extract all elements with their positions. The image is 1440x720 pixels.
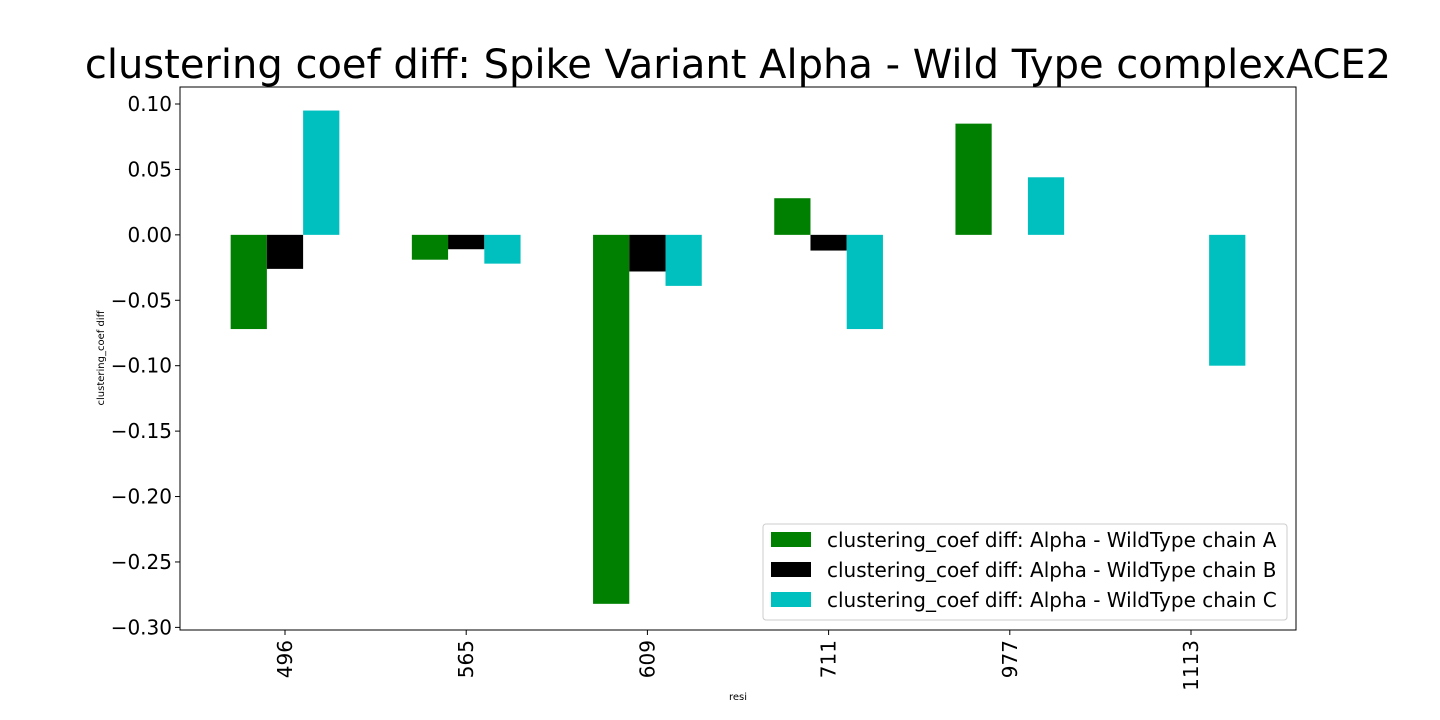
y-tick-label: −0.25 — [111, 550, 172, 574]
legend-entry: clustering_coef diff: Alpha - WildType c… — [827, 558, 1276, 582]
legend: clustering_coef diff: Alpha - WildType c… — [762, 523, 1288, 621]
bar-711-series-1 — [774, 198, 811, 235]
y-axis: 0.10 0.05 0.00 −0.05 −0.10 −0.15 −0.20 −0.25 −0.… — [111, 92, 180, 639]
x-tick-label: 977 — [998, 640, 1022, 678]
bar-977-series-1 — [955, 123, 992, 235]
bar-1113-series-3 — [1209, 234, 1246, 366]
y-tick-label: −0.05 — [111, 288, 172, 312]
y-tick-label: −0.10 — [111, 354, 172, 378]
y-tick-label: −0.15 — [111, 419, 172, 443]
bar-496-series-1 — [230, 234, 267, 330]
y-tick-label: −0.20 — [111, 485, 172, 509]
y-tick-label: 0.00 — [127, 223, 172, 247]
x-tick-label: 496 — [273, 640, 297, 678]
bar-496-series-3 — [303, 110, 340, 235]
x-tick-label: 711 — [817, 640, 841, 678]
legend-swatch — [771, 592, 811, 607]
bar-565-series-3 — [484, 234, 521, 264]
chart-title: clustering coef diff: Spike Variant Alph… — [85, 42, 1391, 88]
y-tick-label: 0.05 — [127, 157, 172, 181]
bar-565-series-1 — [411, 234, 449, 260]
y-tick-label: 0.10 — [127, 92, 172, 116]
bar-711-series-3 — [846, 234, 883, 330]
bar-609-series-1 — [593, 234, 630, 604]
legend-entry: clustering_coef diff: Alpha - WildType c… — [827, 528, 1277, 552]
x-axis-label: resi — [729, 692, 747, 703]
x-tick-label: 1113 — [1179, 640, 1203, 691]
legend-entry: clustering_coef diff: Alpha - WildType c… — [827, 588, 1277, 612]
legend-swatch — [771, 562, 811, 577]
bar-711-series-2 — [810, 234, 847, 251]
bar-496-series-2 — [266, 234, 304, 269]
bar-977-series-3 — [1027, 177, 1065, 235]
bar-609-series-2 — [629, 234, 666, 272]
x-tick-label: 565 — [454, 640, 478, 678]
bar-609-series-3 — [665, 234, 702, 286]
legend-box — [762, 523, 1288, 621]
plot-area-frame — [179, 86, 1297, 631]
bars-group — [230, 110, 1246, 604]
x-axis: 496 565 609 711 977 1113 — [273, 630, 1203, 691]
y-axis-label: clustering_coef diff — [96, 309, 107, 405]
bar-565-series-2 — [448, 234, 485, 250]
legend-swatch — [771, 532, 811, 547]
y-tick-label: −0.30 — [111, 615, 172, 639]
x-tick-label: 609 — [635, 640, 659, 678]
